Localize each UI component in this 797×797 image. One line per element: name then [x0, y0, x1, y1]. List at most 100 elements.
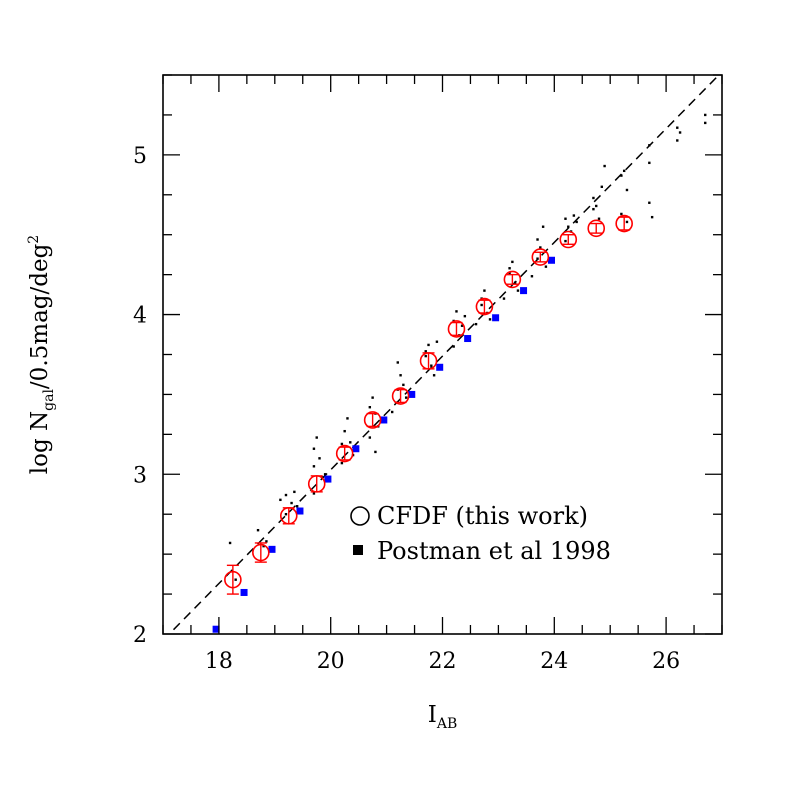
field-point [595, 204, 598, 208]
field-point [483, 289, 486, 292]
y-axis-label-post: /0.5mag/deg [27, 243, 53, 389]
field-point [530, 275, 534, 278]
field-point [502, 297, 506, 300]
y-axis-label-pre: log N [27, 411, 53, 474]
field-point [704, 121, 707, 125]
cfdf-point [587, 219, 606, 238]
field-point [575, 220, 578, 224]
field-point [592, 207, 595, 211]
cfdf-point [615, 214, 633, 233]
x-axis-label-main: I [428, 702, 437, 728]
x-axis-label: IAB [428, 702, 458, 732]
field-point [368, 436, 372, 439]
postman-point [240, 588, 248, 596]
field-point [284, 513, 288, 516]
postman-point [464, 335, 472, 343]
field-point [228, 541, 232, 545]
field-point [544, 265, 548, 268]
field-point [600, 185, 604, 188]
field-point [508, 267, 511, 270]
field-point [279, 498, 282, 502]
field-point [516, 289, 520, 292]
field-point [455, 310, 458, 313]
field-point [676, 139, 679, 142]
y-tick-label: 5 [133, 144, 147, 169]
field-point [539, 246, 542, 249]
field-point [262, 544, 265, 548]
field-point [474, 322, 478, 326]
legend-label-cfdf: CFDF (this work) [377, 502, 588, 530]
field-point [541, 225, 545, 228]
x-axis-label-sub: AB [436, 716, 457, 732]
field-point [402, 383, 405, 387]
field-point [625, 188, 629, 192]
postman-point [268, 545, 276, 553]
field-point [404, 396, 408, 399]
field-point [312, 447, 316, 450]
cfdf-point [363, 411, 382, 429]
field-point [432, 374, 436, 377]
legend-marker-cfdf [350, 506, 370, 526]
postman-point [548, 256, 556, 264]
field-point [452, 345, 455, 348]
cfdf-point [391, 387, 410, 405]
field-point [463, 314, 467, 318]
field-point [511, 260, 514, 264]
field-point [368, 406, 372, 409]
cfdf-point [307, 475, 326, 493]
field-point [399, 374, 402, 377]
field-point [648, 144, 651, 147]
field-point [323, 473, 327, 476]
cfdf-point [224, 570, 242, 589]
cfdf-point [531, 248, 550, 266]
cfdf-point [335, 444, 354, 463]
postman-point [408, 390, 416, 398]
cfdf-point [252, 543, 270, 562]
y-tick-label: 2 [133, 623, 147, 648]
field-point [620, 174, 623, 177]
field-point [346, 417, 349, 420]
field-point [427, 343, 430, 347]
cfdf-point [475, 297, 494, 316]
field-point [508, 271, 511, 275]
field-point [290, 501, 293, 505]
postman-point [492, 314, 500, 322]
legend: CFDF (this work) Postman et al 1998 [350, 502, 611, 565]
postman-point [296, 507, 304, 515]
field-point [343, 429, 346, 433]
reference-line-layer [168, 75, 720, 634]
field-point [536, 238, 539, 241]
field-point [295, 505, 299, 508]
field-point [374, 450, 377, 454]
field-point [284, 493, 288, 497]
legend-label-postman: Postman et al 1998 [377, 537, 611, 565]
legend-marker-postman [353, 545, 363, 555]
cfdf-point [279, 507, 298, 525]
x-tick-label: 26 [652, 649, 680, 674]
y-axis-label-sup: 2 [26, 235, 42, 244]
field-point [435, 340, 439, 343]
field-point [390, 410, 394, 414]
field-point [603, 164, 606, 168]
field-point [678, 131, 682, 134]
postman-point [352, 445, 360, 453]
field-point [622, 169, 626, 173]
field-point [597, 217, 601, 220]
field-point [564, 239, 567, 243]
field-point [315, 436, 318, 439]
field-point [424, 350, 427, 353]
field-point [513, 281, 517, 284]
cfdf-point [447, 320, 466, 338]
postman-point [324, 475, 332, 483]
field-point [371, 396, 374, 399]
field-point [480, 303, 483, 307]
field-point [265, 540, 268, 543]
field-point [460, 324, 464, 327]
cfdf-point [419, 352, 438, 370]
field-point [648, 201, 651, 204]
field-point [650, 215, 654, 219]
reference-line [168, 75, 720, 634]
x-tick-label: 20 [317, 649, 345, 674]
